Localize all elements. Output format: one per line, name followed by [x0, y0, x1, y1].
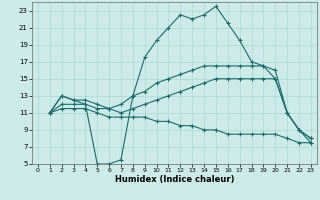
X-axis label: Humidex (Indice chaleur): Humidex (Indice chaleur) [115, 175, 234, 184]
